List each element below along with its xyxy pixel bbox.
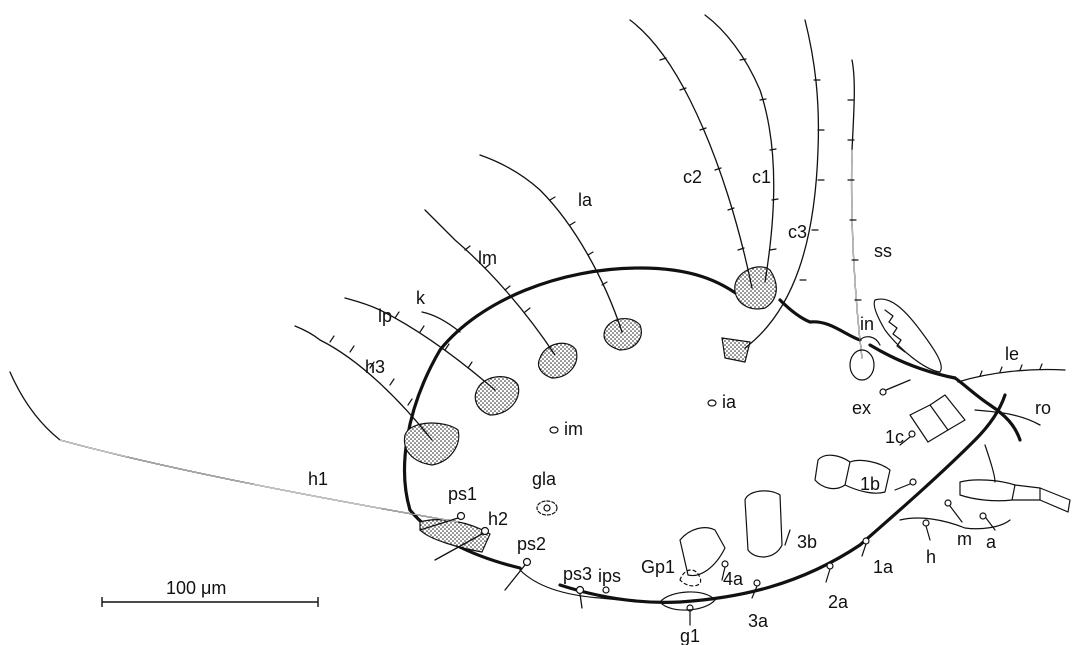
lamellar-cusp [873,298,942,373]
label-h: h [926,547,936,567]
h3-base [403,422,460,466]
legs [679,394,1071,626]
le-seta [957,368,1066,383]
label-la: la [578,190,593,210]
label-ex: ex [852,398,871,418]
label-m: m [957,529,972,549]
c1-seta [704,14,775,283]
gp1-dashed [679,569,702,587]
label-le: le [1005,344,1019,364]
scale-bar: 100 μm [101,578,319,607]
scale-bar-label: 100 μm [166,578,226,598]
lm-base [537,342,578,379]
label-1a: 1a [873,557,894,577]
la-seta [479,154,623,333]
ia-pore [707,399,717,407]
ex-pore [879,388,887,396]
label-gp1: Gp1 [641,557,675,577]
label-1c: 1c [885,427,904,447]
lm-seta [424,209,556,356]
label-k: k [416,288,426,308]
c2-seta [629,19,753,289]
ro-seta [974,409,1041,426]
label-3b: 3b [797,532,817,552]
label-ps2: ps2 [517,534,546,554]
label-2a: 2a [828,592,849,612]
prodorsal-details [849,298,1066,442]
label-3a: 3a [748,611,769,631]
label-g1: g1 [680,626,700,645]
c3-seta [744,19,820,349]
label-h3: h3 [365,357,385,377]
label-c3: c3 [788,222,807,242]
label-ps1: ps1 [448,484,477,504]
im-pore [549,426,559,434]
label-ips: ips [598,566,621,586]
label-im: im [564,419,583,439]
label-h1: h1 [308,469,328,489]
label-1b: 1b [860,474,880,494]
setae [9,14,863,523]
label-lm: lm [478,248,497,268]
gla-gland [536,500,558,516]
label-ro: ro [1035,398,1051,418]
setal-bases [403,266,777,553]
labels: h1 h2 h3 lp k lm la c2 c1 c3 ss in le ro… [308,167,1051,645]
label-ps3: ps3 [563,564,592,584]
label-c2: c2 [683,167,702,187]
la-base [603,317,642,351]
label-gla: gla [532,469,557,489]
h3-seta [294,325,433,441]
label-4a: 4a [723,569,744,589]
label-in: in [860,314,874,334]
label-ss: ss [874,241,892,261]
genital-plate [659,591,716,611]
ventral-details [419,399,717,611]
bothridium [849,349,875,381]
k-seta [421,311,461,333]
c-base [734,266,777,310]
c3-base [721,337,751,363]
label-ia: ia [722,392,737,412]
ips-pore [602,586,610,594]
lp-base [474,376,520,416]
label-lp: lp [378,306,392,326]
label-h2: h2 [488,509,508,529]
label-c1: c1 [752,167,771,187]
label-a: a [986,532,997,552]
